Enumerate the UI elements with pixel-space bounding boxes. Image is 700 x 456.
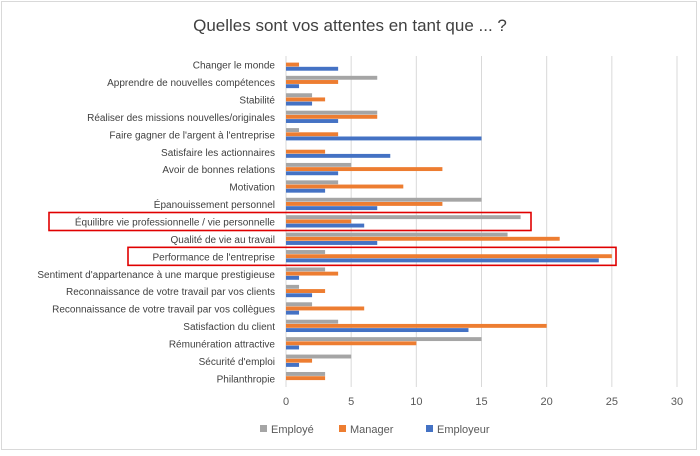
bar bbox=[286, 80, 339, 84]
bar bbox=[286, 254, 612, 259]
bar bbox=[286, 267, 326, 272]
category-label: Satisfaire les actionnaires bbox=[161, 148, 275, 159]
legend-swatch bbox=[260, 425, 267, 432]
bar bbox=[286, 62, 300, 67]
bar bbox=[286, 232, 508, 237]
bar bbox=[286, 93, 313, 98]
legend-label: Employé bbox=[271, 424, 314, 436]
bar bbox=[286, 136, 482, 141]
bar bbox=[286, 271, 339, 276]
bar bbox=[286, 201, 443, 206]
legend: Employé Manager Employeur bbox=[260, 424, 490, 436]
bar bbox=[286, 328, 469, 333]
bar bbox=[286, 215, 521, 220]
bar bbox=[286, 354, 352, 359]
category-label: Motivation bbox=[229, 183, 275, 194]
legend-swatch bbox=[339, 425, 346, 432]
bar bbox=[286, 149, 326, 154]
bar bbox=[286, 171, 339, 176]
category-label: Épanouissement personnel bbox=[154, 198, 275, 211]
category-label: Philanthropie bbox=[217, 374, 276, 385]
category-label: Reconnaissance de votre travail par vos … bbox=[66, 287, 275, 298]
category-label: Reconnaissance de votre travail par vos … bbox=[52, 305, 275, 316]
category-label: Changer le monde bbox=[193, 61, 276, 72]
highlight-boxes bbox=[48, 211, 617, 267]
x-tick-label: 20 bbox=[541, 396, 553, 408]
bar bbox=[286, 371, 326, 376]
x-tick-label: 5 bbox=[348, 396, 354, 408]
bar bbox=[286, 97, 326, 102]
bar bbox=[286, 358, 313, 363]
highlight-box bbox=[48, 211, 532, 232]
bar bbox=[286, 110, 378, 115]
legend-swatch bbox=[426, 425, 433, 432]
bar bbox=[286, 323, 547, 328]
bar bbox=[286, 258, 599, 263]
bar-chart: Quelles sont vos attentes en tant que ..… bbox=[37, 16, 683, 436]
category-label: Qualité de vie au travail bbox=[170, 235, 275, 246]
bar bbox=[286, 284, 300, 289]
x-tick-label: 25 bbox=[606, 396, 618, 408]
bar bbox=[286, 180, 339, 185]
category-label: Satisfaction du client bbox=[183, 322, 275, 333]
bar bbox=[286, 236, 560, 241]
bar bbox=[286, 114, 378, 119]
bar bbox=[286, 319, 339, 324]
bar bbox=[286, 184, 404, 189]
bar bbox=[286, 84, 300, 89]
bar bbox=[286, 167, 443, 172]
chart-area: Quelles sont vos attentes en tant que ..… bbox=[1, 1, 697, 450]
bar bbox=[286, 362, 300, 367]
bar bbox=[286, 289, 326, 293]
legend-label: Manager bbox=[350, 424, 394, 436]
bar bbox=[286, 337, 482, 342]
category-label: Apprendre de nouvelles compétences bbox=[107, 78, 275, 89]
x-axis-ticks: 0 5 10 15 20 25 30 bbox=[283, 396, 683, 408]
bar bbox=[286, 341, 417, 346]
category-labels: Changer le monde Apprendre de nouvelles c… bbox=[37, 61, 275, 386]
bar bbox=[286, 223, 365, 228]
bars bbox=[286, 62, 612, 381]
bar bbox=[286, 128, 300, 132]
category-label: Stabilité bbox=[239, 96, 275, 107]
bar bbox=[286, 310, 300, 315]
category-label: Performance de l'entreprise bbox=[152, 252, 275, 263]
bar bbox=[286, 66, 339, 71]
x-tick-label: 30 bbox=[671, 396, 683, 408]
bar bbox=[286, 302, 313, 307]
bar bbox=[286, 219, 352, 224]
category-label: Réaliser des missions nouvelles/original… bbox=[87, 113, 275, 124]
category-label: Sécurité d'emploi bbox=[199, 357, 275, 368]
category-label: Avoir de bonnes relations bbox=[162, 165, 275, 176]
bar bbox=[286, 75, 378, 80]
bar bbox=[286, 188, 326, 193]
highlight-box bbox=[127, 246, 617, 267]
category-label: Rémunération attractive bbox=[169, 339, 276, 350]
x-tick-label: 15 bbox=[475, 396, 487, 408]
bar bbox=[286, 306, 365, 311]
bar bbox=[286, 275, 300, 280]
x-tick-label: 10 bbox=[410, 396, 422, 408]
category-label: Équilibre vie professionnelle / vie pers… bbox=[75, 216, 276, 229]
category-label: Sentiment d'appartenance à une marque pr… bbox=[37, 270, 275, 281]
bar bbox=[286, 376, 326, 381]
bar bbox=[286, 101, 313, 106]
x-tick-label: 0 bbox=[283, 396, 289, 408]
bar bbox=[286, 250, 326, 254]
bar bbox=[286, 132, 339, 137]
bar bbox=[286, 345, 300, 350]
bar bbox=[286, 162, 352, 167]
bar bbox=[286, 119, 339, 123]
bar bbox=[286, 153, 391, 158]
bar bbox=[286, 197, 482, 202]
chart-title: Quelles sont vos attentes en tant que ..… bbox=[193, 16, 507, 35]
bar bbox=[286, 206, 378, 211]
legend-label: Employeur bbox=[437, 424, 490, 436]
category-label: Faire gagner de l'argent à l'entreprise bbox=[109, 130, 275, 141]
bar bbox=[286, 293, 313, 298]
bar bbox=[286, 241, 378, 245]
